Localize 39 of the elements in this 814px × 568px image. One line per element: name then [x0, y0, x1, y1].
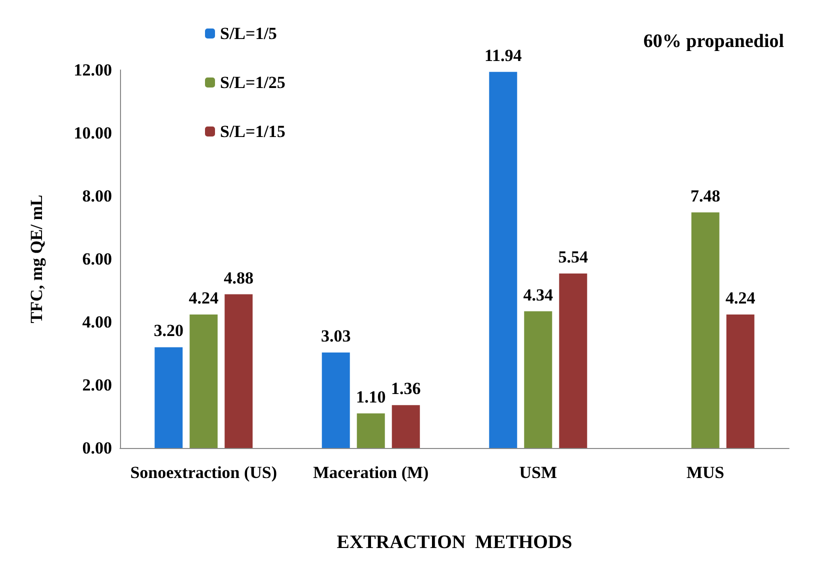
- text: 60% propanediol: [643, 31, 784, 52]
- bar: [726, 314, 754, 448]
- legend-label: S/L=1/5: [220, 24, 277, 43]
- data-label: 4.24: [188, 288, 219, 308]
- data-label: 11.94: [484, 46, 522, 65]
- bar: [190, 314, 218, 448]
- legend-label: S/L=1/25: [220, 73, 286, 92]
- data-label: 3.03: [321, 326, 351, 346]
- y-tick-label: 10.00: [74, 124, 112, 142]
- y-tick-label: 4.00: [82, 312, 112, 332]
- bar: [322, 352, 350, 448]
- x-axis-title: EXTRACTION METHODS: [336, 532, 572, 553]
- data-label: 5.54: [558, 247, 588, 266]
- y-tick-label: 8.00: [82, 186, 112, 206]
- bar: [524, 311, 552, 448]
- data-label: 4.24: [726, 288, 756, 308]
- y-tick-label: 2.00: [82, 376, 112, 394]
- data-label: 7.48: [690, 186, 720, 206]
- data-label: 3.20: [154, 321, 184, 340]
- legend-label: S/L=1/15: [220, 122, 286, 141]
- y-tick-label: 12.00: [74, 60, 112, 80]
- x-tick-label: Maceration (M): [313, 463, 429, 482]
- bar: [224, 294, 253, 448]
- y-tick-label: 6.00: [82, 250, 112, 268]
- bar: [356, 413, 385, 448]
- data-label: 1.10: [356, 387, 386, 406]
- data-label: 4.88: [224, 268, 254, 288]
- x-tick-label: MUS: [686, 463, 724, 482]
- bar: [489, 72, 518, 448]
- x-tick-label: USM: [519, 463, 558, 482]
- y-tick-label: 0.00: [82, 438, 112, 458]
- data-label: 1.36: [391, 379, 421, 398]
- bar: [691, 212, 720, 448]
- data-label: 4.34: [523, 285, 554, 304]
- bar: [154, 347, 183, 448]
- x-tick-label: Sonoextraction (US): [130, 463, 278, 482]
- y-axis-title: TFC, mg QE/ mL: [27, 194, 46, 324]
- bar: [392, 405, 420, 448]
- bar: [559, 273, 588, 448]
